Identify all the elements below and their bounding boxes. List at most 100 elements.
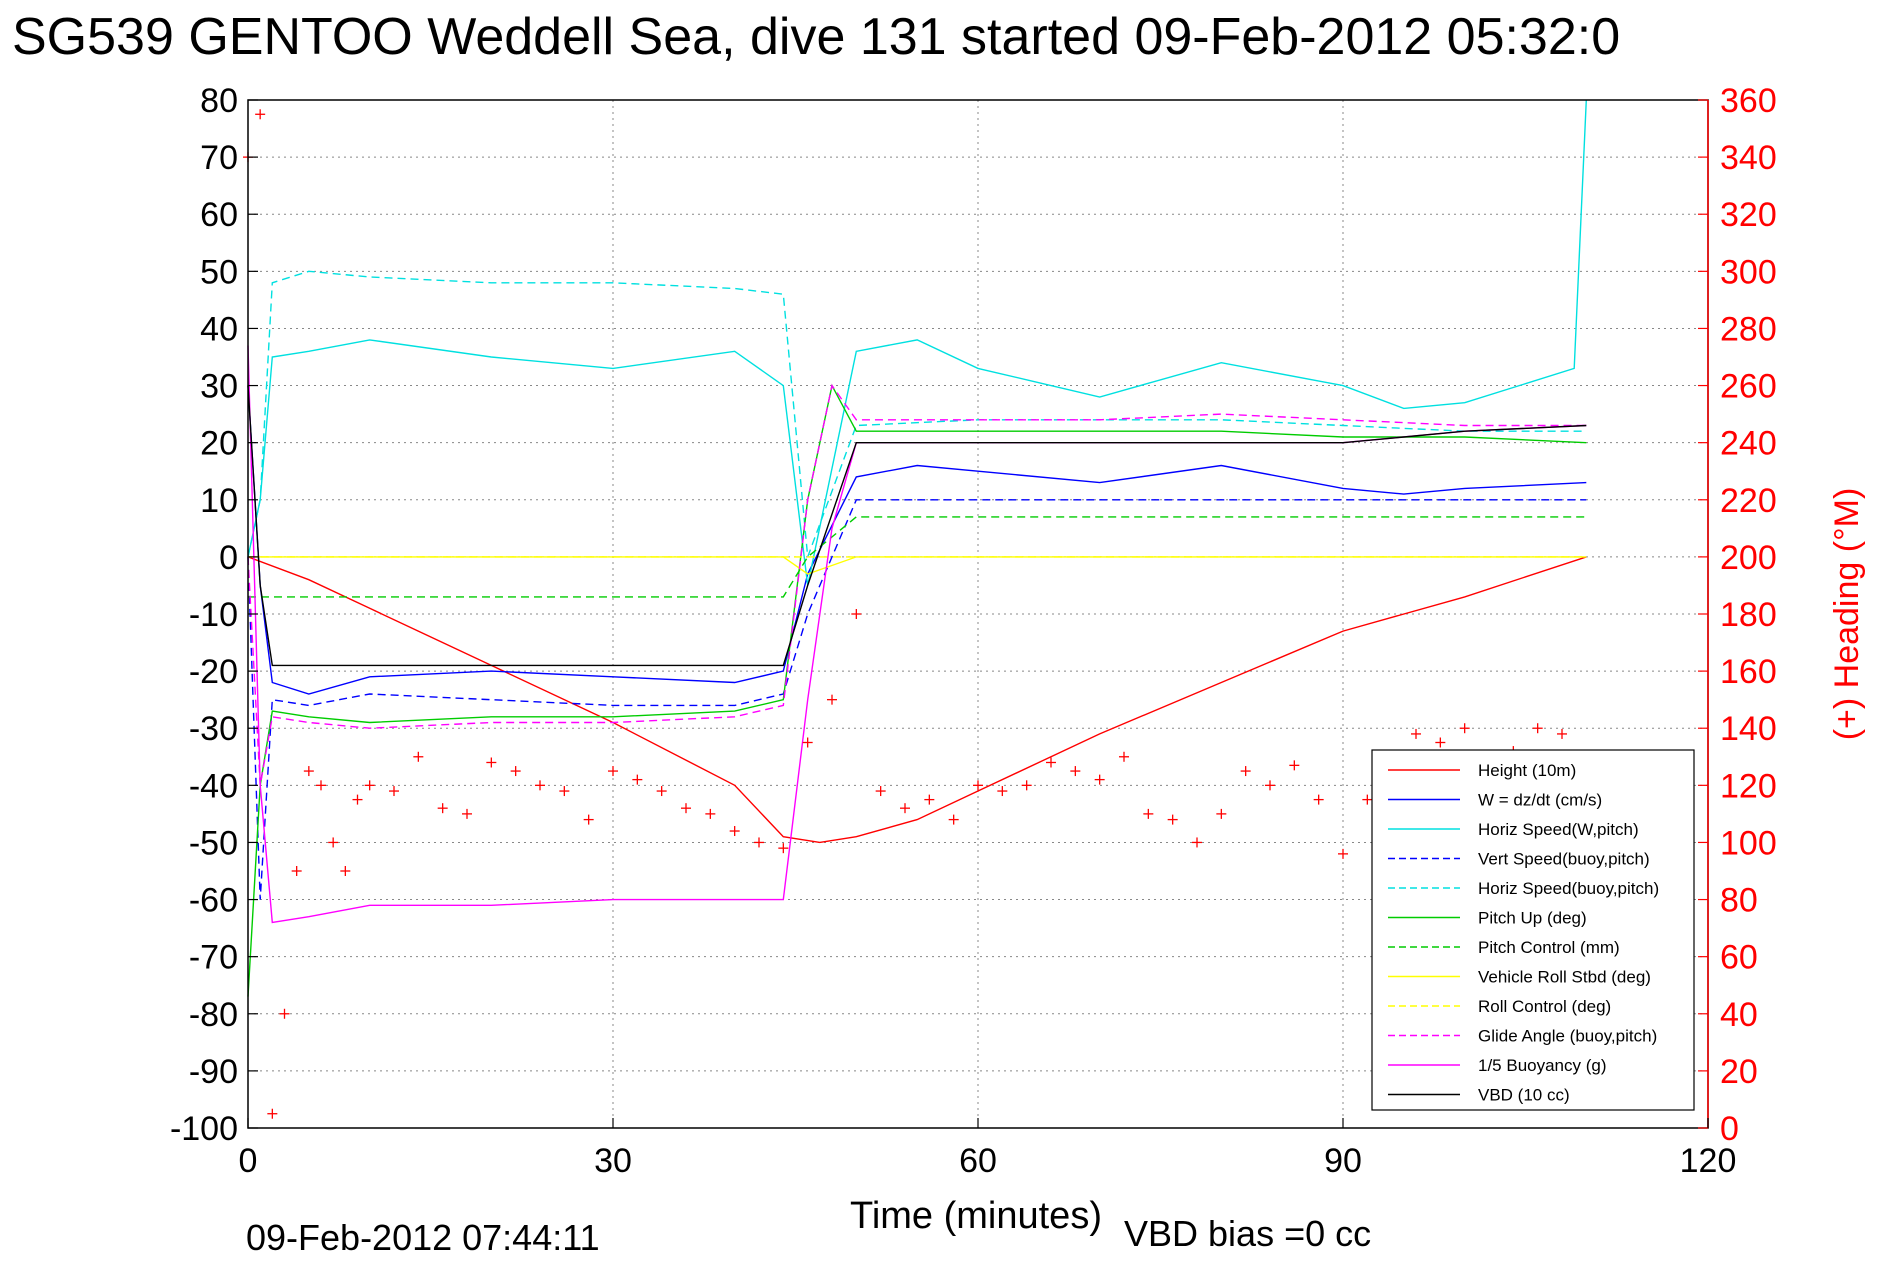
y-right-tick-label: 200 xyxy=(1720,539,1777,577)
series-line-3 xyxy=(247,99,1587,586)
heading-marker xyxy=(1143,808,1154,819)
x-axis: 0 30 60 90 120 xyxy=(239,1118,1737,1180)
y-left-tick-label: -100 xyxy=(170,1110,238,1148)
heading-marker xyxy=(316,780,326,791)
y-left-tick-label: 60 xyxy=(200,196,238,234)
heading-marker xyxy=(705,808,716,819)
legend-label-3: Horiz Speed(W,pitch) xyxy=(1478,820,1639,839)
legend-label-9: Roll Control (deg) xyxy=(1478,997,1611,1016)
y-right-tick-label: 140 xyxy=(1720,710,1777,748)
y-left-tick-label: -90 xyxy=(189,1053,238,1091)
x-tick-label: 0 xyxy=(239,1142,258,1180)
heading-marker xyxy=(632,774,643,785)
y-left-tick-label: 0 xyxy=(219,539,238,577)
heading-marker xyxy=(486,757,497,768)
heading-marker xyxy=(1216,808,1227,819)
footer-vbd-bias: VBD bias =0 cc xyxy=(1124,1213,1371,1254)
y-left-tick-label: 20 xyxy=(200,425,238,463)
y-left-tick-label: -70 xyxy=(189,939,238,977)
heading-marker xyxy=(1532,723,1543,734)
heading-marker xyxy=(1265,780,1275,791)
heading-marker xyxy=(279,1008,290,1019)
y-right-tick-label: 0 xyxy=(1720,1110,1739,1148)
legend-label-6: Pitch Up (deg) xyxy=(1478,909,1587,928)
y-left-tick-label: -50 xyxy=(189,824,238,862)
legend: Height (10m) W = dz/dt (cm/s) Horiz Speed(… xyxy=(1371,749,1695,1111)
y-axis-right-label: (+) Heading (°M) xyxy=(1828,488,1866,741)
heading-marker xyxy=(827,694,837,705)
heading-marker xyxy=(1459,723,1470,734)
y-right-tick-label: 40 xyxy=(1720,996,1758,1034)
heading-marker xyxy=(1338,848,1348,859)
heading-marker xyxy=(656,786,667,797)
legend-label-4: Vert Speed(buoy,pitch) xyxy=(1478,850,1650,869)
y-right-tick-label: 160 xyxy=(1720,653,1777,691)
heading-marker xyxy=(1313,794,1324,805)
heading-marker xyxy=(1435,737,1446,748)
y-right-tick-label: 240 xyxy=(1720,425,1777,463)
y-right-tick-label: 340 xyxy=(1720,139,1777,177)
y-left-tick-label: 70 xyxy=(200,139,238,177)
heading-marker xyxy=(291,866,302,876)
heading-marker xyxy=(1362,794,1373,805)
legend-box xyxy=(1371,749,1695,1111)
heading-marker xyxy=(851,609,862,619)
y-right-tick-label: 300 xyxy=(1720,253,1777,291)
legend-label-7: Pitch Control (mm) xyxy=(1478,938,1620,957)
heading-marker xyxy=(1094,774,1105,785)
y-right-tick-label: 220 xyxy=(1720,482,1777,520)
heading-marker xyxy=(1119,751,1129,762)
y-axis-left: 80 70 60 50 40 30 20 10 0 -10 -20 -30 -40 -50 -60 -70 -8… xyxy=(170,82,258,1148)
chart-title: SG539 GENTOO Weddell Sea, dive 131 start… xyxy=(12,8,1620,66)
heading-marker xyxy=(1289,760,1300,771)
y-left-tick-label: -80 xyxy=(189,996,238,1034)
y-left-tick-label: -40 xyxy=(189,767,238,805)
x-tick-label: 60 xyxy=(959,1142,997,1180)
heading-marker xyxy=(1411,728,1421,739)
heading-marker xyxy=(352,794,363,805)
y-right-tick-label: 80 xyxy=(1720,882,1758,920)
x-tick-label: 30 xyxy=(594,1142,632,1180)
legend-label-11: 1/5 Buoyancy (g) xyxy=(1478,1056,1607,1075)
legend-label-8: Vehicle Roll Stbd (deg) xyxy=(1478,968,1651,987)
heading-marker xyxy=(997,786,1008,797)
heading-marker xyxy=(583,814,594,825)
y-right-tick-label: 280 xyxy=(1720,310,1777,348)
heading-marker xyxy=(510,766,521,777)
y-left-tick-label: -10 xyxy=(189,596,238,634)
y-right-tick-label: 100 xyxy=(1720,824,1777,862)
y-right-tick-label: 20 xyxy=(1720,1053,1758,1091)
y-left-tick-label: -60 xyxy=(189,882,238,920)
heading-marker xyxy=(267,1108,278,1119)
y-left-tick-label: 10 xyxy=(200,482,238,520)
y-left-tick-label: 30 xyxy=(200,368,238,406)
y-left-tick-label: 40 xyxy=(200,310,238,348)
y-left-tick-label: 80 xyxy=(200,82,238,120)
x-tick-label: 90 xyxy=(1324,1142,1362,1180)
y-right-tick-label: 260 xyxy=(1720,368,1777,406)
heading-marker xyxy=(559,786,570,797)
legend-label-12: VBD (10 cc) xyxy=(1478,1086,1570,1105)
heading-marker xyxy=(681,803,691,814)
y-left-tick-label: 50 xyxy=(200,253,238,291)
y-right-tick-label: 180 xyxy=(1720,596,1777,634)
series-line-5 xyxy=(247,270,1587,558)
heading-marker xyxy=(413,751,424,762)
y-right-tick-label: 120 xyxy=(1720,767,1777,805)
legend-label-1: Height (10m) xyxy=(1478,761,1576,780)
series-line-10 xyxy=(247,383,1587,786)
x-tick-label: 120 xyxy=(1680,1142,1737,1180)
plot-area xyxy=(243,99,1587,1119)
y-right-tick-label: 320 xyxy=(1720,196,1777,234)
heading-marker xyxy=(778,843,789,854)
y-right-tick-label: 360 xyxy=(1720,82,1777,120)
heading-marker xyxy=(303,766,314,777)
y-axis-right: 3603403203002802602402202001801601401201… xyxy=(1698,82,1777,1148)
heading-marker xyxy=(924,794,935,805)
heading-marker xyxy=(364,780,375,791)
heading-marker xyxy=(462,808,472,819)
heading-marker xyxy=(1240,766,1251,777)
heading-marker xyxy=(1046,757,1056,768)
heading-marker xyxy=(729,826,740,837)
